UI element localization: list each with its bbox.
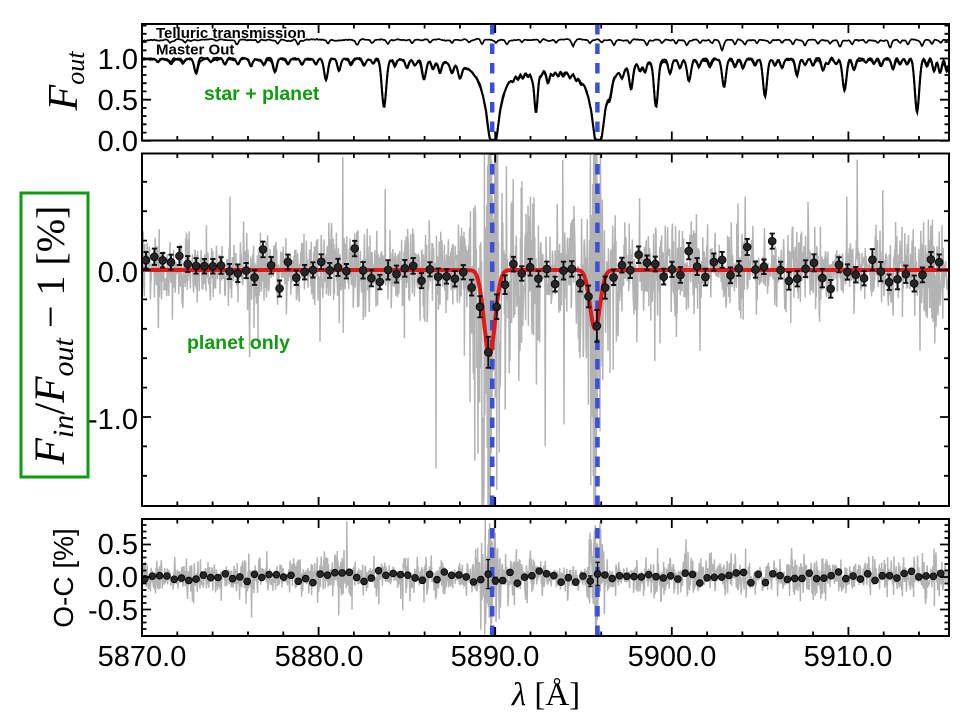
svg-text:5880.0: 5880.0 [275, 641, 364, 673]
svg-text:5870.0: 5870.0 [98, 641, 187, 673]
svg-text:Fin/Fout − 1 [%]: Fin/Fout − 1 [%] [27, 206, 80, 466]
svg-text:Telluric transmission: Telluric transmission [156, 25, 306, 42]
svg-text:0.5: 0.5 [98, 529, 138, 561]
svg-text:5900.0: 5900.0 [628, 641, 717, 673]
svg-text:5910.0: 5910.0 [804, 641, 893, 673]
svg-text:planet only: planet only [187, 332, 290, 354]
svg-text:O-C [%]: O-C [%] [48, 528, 79, 628]
svg-text:-1.0: -1.0 [88, 404, 138, 436]
svg-text:0.0: 0.0 [98, 126, 138, 158]
svg-text:5890.0: 5890.0 [451, 641, 540, 673]
svg-text:star + planet: star + planet [204, 83, 320, 105]
svg-text:1.0: 1.0 [98, 44, 138, 76]
svg-text:0.0: 0.0 [98, 257, 138, 289]
svg-text:-0.5: -0.5 [88, 595, 138, 627]
svg-text:0.0: 0.0 [98, 562, 138, 594]
svg-text:Master Out: Master Out [156, 42, 234, 59]
svg-text:0.5: 0.5 [98, 85, 138, 117]
svg-text:λ [Å]: λ [Å] [511, 676, 580, 713]
